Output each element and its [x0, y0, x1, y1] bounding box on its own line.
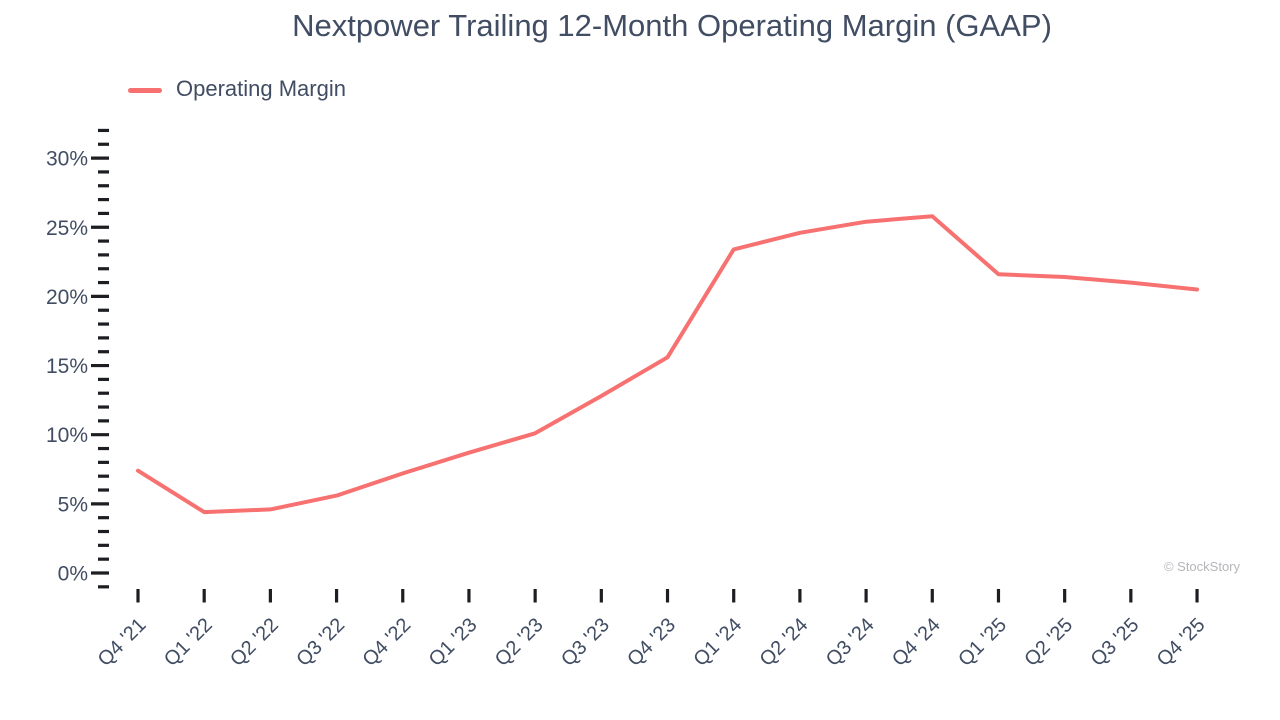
x-axis-tick-label: Q2 '23: [491, 614, 548, 671]
y-axis-tick-label: 10%: [46, 424, 88, 447]
y-axis-tick-label: 15%: [46, 355, 88, 378]
x-axis-tick-label: Q2 '25: [1020, 614, 1077, 671]
x-axis-tick-label: Q4 '21: [94, 614, 151, 671]
y-axis-tick-label: 30%: [46, 148, 88, 171]
x-axis-tick-label: Q4 '25: [1153, 614, 1210, 671]
watermark: © StockStory: [1163, 559, 1240, 574]
x-axis-tick-label: Q1 '25: [954, 614, 1011, 671]
legend: Operating Margin: [128, 78, 346, 102]
legend-label: Operating Margin: [176, 76, 346, 101]
x-axis-tick-label: Q4 '24: [888, 614, 945, 671]
x-axis-tick-label: Q4 '23: [623, 614, 680, 671]
x-axis-tick-label: Q4 '22: [359, 614, 416, 671]
y-axis-tick-label: 20%: [46, 286, 88, 309]
legend-line-swatch-icon: [128, 87, 162, 93]
chart-title: Nextpower Trailing 12-Month Operating Ma…: [292, 8, 1052, 43]
operating-margin-line: [136, 214, 1199, 515]
y-axis-tick-label: 5%: [58, 493, 88, 516]
x-axis-tick-label: Q1 '23: [425, 614, 482, 671]
y-axis-tick-label: 0%: [58, 563, 88, 586]
x-axis-tick-label: Q2 '22: [226, 614, 283, 671]
x-axis-tick-label: Q1 '22: [160, 614, 217, 671]
x-axis-tick-label: Q2 '24: [756, 614, 813, 671]
x-axis-tick-label: Q3 '24: [822, 614, 879, 671]
x-axis-tick-label: Q1 '24: [689, 614, 746, 671]
x-axis-tick-label: Q3 '23: [557, 614, 614, 671]
y-axis-tick-label: 25%: [46, 217, 88, 240]
x-axis-tick-label: Q3 '22: [292, 614, 349, 671]
x-axis-tick-label: Q3 '25: [1087, 614, 1144, 671]
